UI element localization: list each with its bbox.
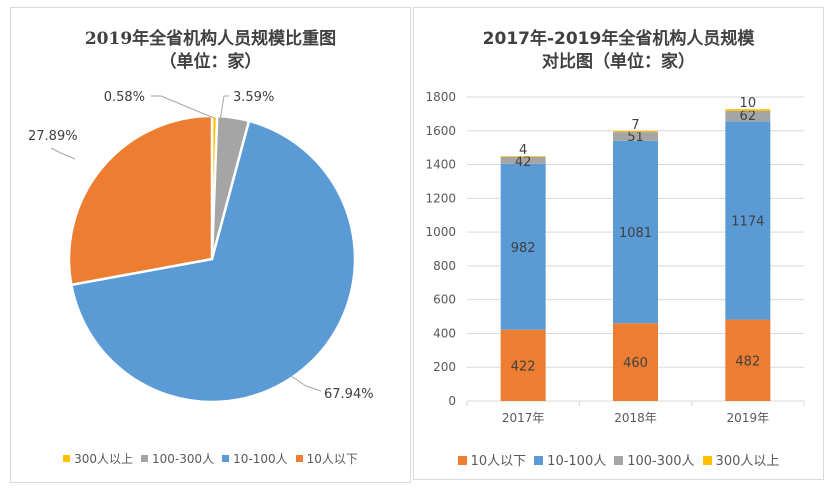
legend-swatch bbox=[614, 456, 624, 465]
y-tick-label: 1000 bbox=[425, 225, 456, 239]
legend-swatch bbox=[457, 456, 467, 465]
pie-slice-10 bbox=[67, 114, 214, 287]
legend-swatch bbox=[295, 455, 303, 462]
pie-chart-panel: 2019年全省机构人员规模比重图 （单位：家） 0.58% 3.59% 67.94%… bbox=[10, 7, 411, 483]
legend-label: 100-300人 bbox=[151, 452, 215, 466]
legend-swatch bbox=[702, 456, 712, 465]
bar-segment-300-2019 bbox=[725, 109, 771, 111]
pie-data-label: 3.59% bbox=[233, 90, 274, 105]
pie-leader-line bbox=[151, 95, 215, 119]
bar-segment-10-2017 bbox=[500, 329, 546, 401]
y-tick-label: 600 bbox=[433, 293, 456, 307]
pie-data-label: 0.58% bbox=[104, 90, 145, 105]
legend-label: 300人以上 bbox=[715, 454, 780, 469]
pie-title-line2: （单位：家） bbox=[159, 52, 262, 72]
bar-segment-100-300-2018 bbox=[613, 132, 658, 141]
y-tick-label: 200 bbox=[433, 360, 456, 374]
bar-segment-10-100-2019 bbox=[725, 121, 771, 320]
y-tick-label: 1800 bbox=[425, 90, 456, 104]
legend-label: 10人以下 bbox=[306, 452, 358, 466]
pie-title-line1: 2019年全省机构人员规模比重图 bbox=[84, 29, 337, 49]
y-tick-label: 800 bbox=[433, 259, 456, 273]
bar-data-label: 1174 bbox=[731, 214, 764, 229]
bar-data-label: 4 bbox=[519, 143, 527, 158]
bar-data-label: 42 bbox=[515, 155, 532, 170]
bar-segment-100-300-2019 bbox=[725, 110, 771, 122]
pie-leader-line bbox=[50, 147, 76, 160]
bar-data-label: 482 bbox=[735, 354, 760, 369]
bar-title-line2: 对比图（单位：家） bbox=[542, 52, 695, 72]
bar-legend: 10人以下 10-100人 100-300人 300人以上 bbox=[414, 450, 823, 469]
legend-label: 100-300人 bbox=[627, 454, 695, 469]
pie-chart: 0.58% 3.59% 67.94% 27.89% bbox=[28, 90, 374, 404]
bar-data-label: 982 bbox=[511, 241, 536, 256]
legend-label: 300人以上 bbox=[74, 452, 133, 466]
bar-data-label: 51 bbox=[627, 130, 644, 145]
pie-data-label: 27.89% bbox=[28, 129, 78, 144]
bar-segment-100-300-2017 bbox=[500, 156, 546, 164]
legend-item-100-300: 100-300人 bbox=[140, 450, 215, 467]
bar-segment-300-2018 bbox=[613, 130, 658, 133]
bar-data-label: 7 bbox=[631, 118, 639, 133]
stacked-bar-chart: 0 200 400 600 800 1000 1200 1400 1600 1800 422 982 4… bbox=[425, 90, 805, 425]
legend-item-300: 300人以上 bbox=[702, 450, 780, 469]
y-tick-label: 1200 bbox=[425, 191, 456, 205]
legend-swatch bbox=[222, 455, 230, 462]
bar-data-label: 1081 bbox=[619, 226, 652, 241]
x-tick-label: 2018年 bbox=[614, 411, 657, 425]
legend-item-10-100: 10-100人 bbox=[222, 450, 288, 467]
bar-segment-10-100-2017 bbox=[500, 163, 546, 330]
bar-segment-10-2019 bbox=[725, 319, 771, 401]
pie-leader-line bbox=[219, 95, 229, 122]
y-tick-label: 1600 bbox=[425, 124, 456, 138]
legend-item-10: 10人以下 bbox=[295, 450, 358, 467]
legend-swatch bbox=[534, 456, 544, 465]
bar-data-label: 460 bbox=[623, 356, 648, 371]
bar-segment-10-100-2018 bbox=[613, 140, 658, 324]
bar-data-label: 422 bbox=[511, 359, 536, 374]
legend-label: 10-100人 bbox=[547, 454, 607, 469]
bar-chart-title: 2017年-2019年全省机构人员规模 对比图（单位：家） bbox=[414, 28, 823, 74]
legend-swatch bbox=[140, 455, 148, 462]
bar-segment-10-2018 bbox=[613, 323, 658, 401]
x-tick-label: 2019年 bbox=[727, 411, 770, 425]
bar-data-label: 10 bbox=[740, 96, 757, 111]
y-tick-label: 400 bbox=[433, 326, 456, 340]
y-tick-label: 1400 bbox=[425, 158, 456, 172]
legend-label: 10人以下 bbox=[470, 454, 527, 469]
legend-item-100-300: 100-300人 bbox=[614, 450, 695, 469]
legend-item-300: 300人以上 bbox=[63, 450, 133, 467]
bar-data-label: 62 bbox=[740, 109, 757, 124]
legend-label: 10-100人 bbox=[233, 452, 288, 466]
bar-chart-panel: 2017年-2019年全省机构人员规模 对比图（单位：家） 0 200 400 600… bbox=[413, 7, 824, 480]
pie-slice-10-100 bbox=[69, 119, 357, 404]
legend-item-10-100: 10-100人 bbox=[534, 450, 606, 469]
x-tick-label: 2017年 bbox=[502, 411, 545, 425]
legend-swatch bbox=[63, 455, 71, 462]
pie-chart-title: 2019年全省机构人员规模比重图 （单位：家） bbox=[11, 28, 410, 74]
pie-legend: 300人以上 100-300人 10-100人 10人以下 bbox=[11, 450, 410, 467]
bar-segment-300-2017 bbox=[500, 156, 546, 157]
legend-item-10: 10人以下 bbox=[457, 450, 527, 469]
pie-data-label: 67.94% bbox=[324, 387, 374, 402]
y-tick-label: 0 bbox=[448, 394, 456, 408]
pie-leader-line bbox=[290, 375, 322, 392]
bar-title-line1: 2017年-2019年全省机构人员规模 bbox=[482, 29, 755, 49]
